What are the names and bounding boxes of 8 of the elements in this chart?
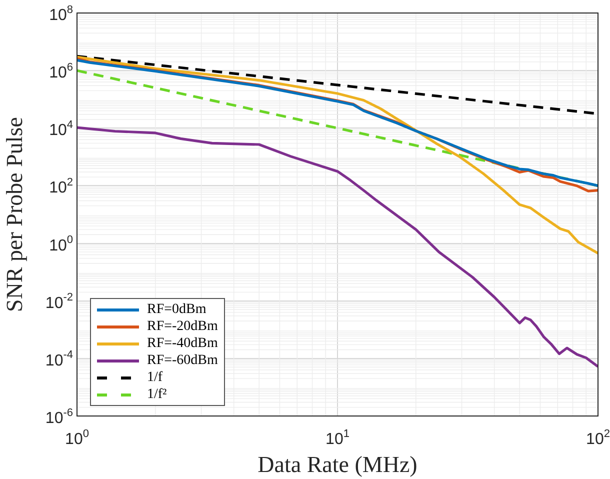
legend-label: 1/f — [147, 370, 163, 386]
legend-label: RF=0dBm — [147, 302, 206, 318]
legend-label: RF=-40dBm — [147, 336, 218, 352]
legend-label: 1/f² — [147, 386, 167, 402]
y-axis-title: SNR per Probe Pulse — [2, 117, 27, 312]
legend-label: RF=-20dBm — [147, 318, 218, 334]
legend-label: RF=-60dBm — [147, 352, 218, 368]
x-axis-title: Data Rate (MHz) — [258, 452, 418, 477]
